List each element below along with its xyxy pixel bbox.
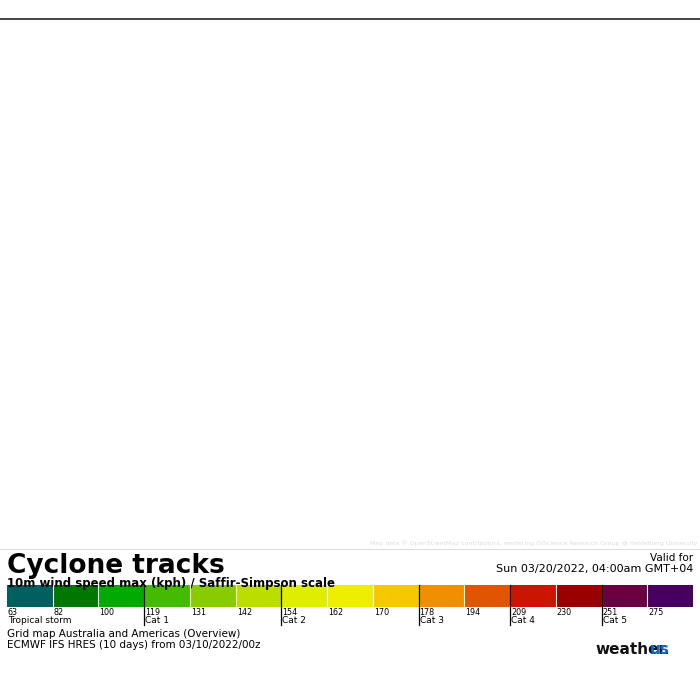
Text: Cat 4: Cat 4 [511,616,535,625]
Bar [7,585,52,607]
Bar [0,18,700,20]
Bar [648,585,693,607]
Bar [601,585,648,607]
Text: weather.: weather. [595,642,669,657]
Bar [99,585,144,607]
Bar [464,585,510,607]
Bar [373,585,419,607]
Text: 131: 131 [191,608,206,617]
Text: 10m wind speed max (kph) / Saffir-Simpson scale: 10m wind speed max (kph) / Saffir-Simpso… [7,577,335,590]
Text: 170: 170 [374,608,389,617]
Bar [327,585,373,607]
Text: 275: 275 [648,608,664,617]
Bar [236,585,281,607]
Bar [281,585,327,607]
Bar [419,585,464,607]
Text: Cat 2: Cat 2 [282,616,307,625]
Text: 119: 119 [145,608,160,617]
Text: 162: 162 [328,608,343,617]
Text: 178: 178 [419,608,435,617]
Text: Grid map Australia and Americas (Overview): Grid map Australia and Americas (Overvie… [7,629,240,639]
Bar [144,585,190,607]
Text: 63: 63 [8,608,18,617]
Bar [52,585,99,607]
Text: 251: 251 [603,608,618,617]
Text: Map data © OpenStreetMap contributors, rendering GIScience Research Group @ Heid: Map data © OpenStreetMap contributors, r… [370,540,698,546]
Bar [510,585,556,607]
Text: Cat 5: Cat 5 [603,616,627,625]
Text: 142: 142 [237,608,252,617]
Text: Tropical storm: Tropical storm [8,616,71,625]
Text: 194: 194 [466,608,480,617]
Text: 100: 100 [99,608,115,617]
Text: us: us [650,642,670,657]
Text: 209: 209 [511,608,526,617]
Text: Valid for: Valid for [650,553,693,563]
Text: 230: 230 [556,608,572,617]
Text: Cyclone tracks: Cyclone tracks [7,553,225,579]
Text: 154: 154 [282,608,298,617]
Text: ECMWF IFS HRES (10 days) from 03/10/2022/00z: ECMWF IFS HRES (10 days) from 03/10/2022… [7,640,260,650]
Text: This service is based on data and products of the European Centre for Medium-ran: This service is based on data and produc… [4,4,498,13]
Bar [190,585,236,607]
Text: Cat 1: Cat 1 [145,616,169,625]
Text: 82: 82 [54,608,64,617]
Text: Sun 03/20/2022, 04:00am GMT+04: Sun 03/20/2022, 04:00am GMT+04 [496,564,693,574]
Text: Cat 3: Cat 3 [419,616,444,625]
Bar [556,585,601,607]
